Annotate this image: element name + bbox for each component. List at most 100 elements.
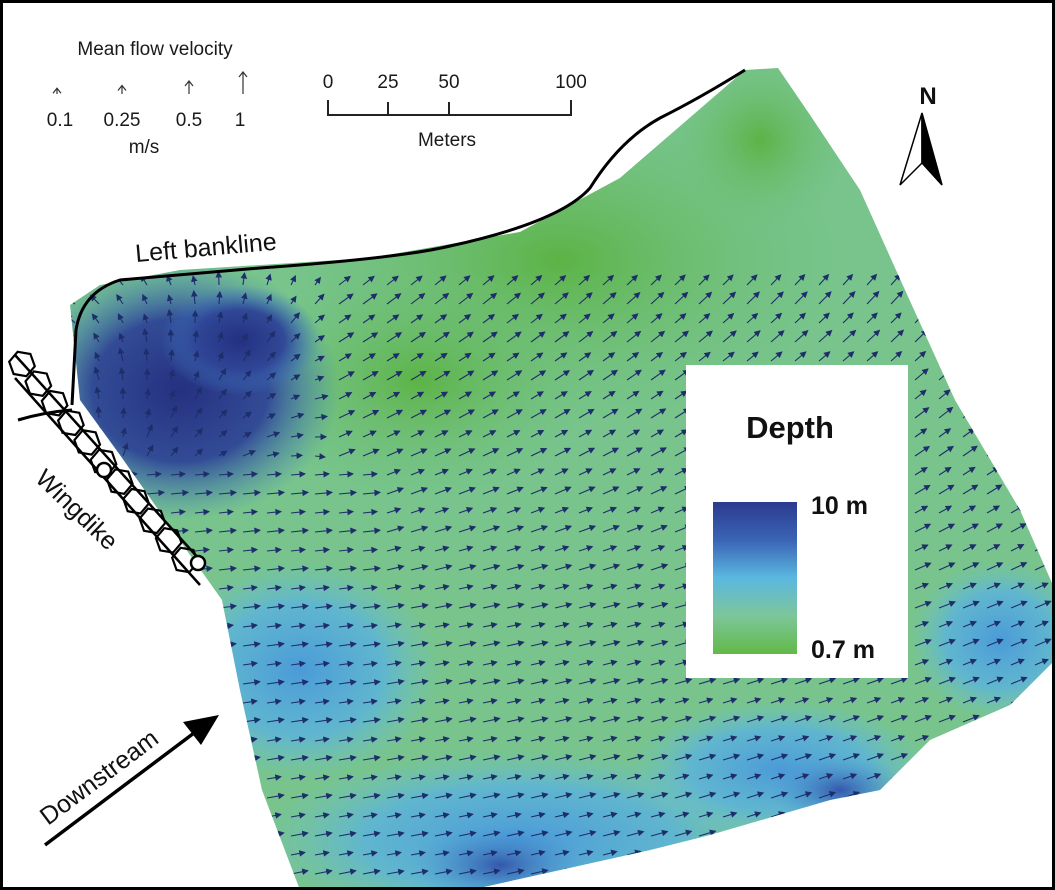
velocity-vector [650, 849, 666, 856]
velocity-vector [962, 290, 976, 305]
velocity-vector [266, 641, 285, 648]
velocity-vector [482, 754, 501, 761]
velocity-vector [770, 291, 784, 305]
velocity-vector [986, 562, 1004, 571]
velocity-vector [482, 792, 501, 799]
velocity-vector [434, 525, 453, 533]
velocity-vector [698, 773, 714, 780]
velocity-vector [266, 372, 277, 381]
velocity-vector [314, 355, 325, 362]
velocity-vector [194, 754, 213, 762]
north-arrow-icon [899, 112, 923, 186]
velocity-vector [168, 348, 175, 362]
velocity-vector [962, 273, 973, 286]
velocity-vector [578, 716, 597, 723]
velocity-vector [458, 563, 477, 571]
velocity-vector [722, 274, 734, 286]
velocity-vector [242, 527, 261, 535]
velocity-vector [650, 524, 668, 533]
velocity-vector [265, 314, 273, 324]
velocity-vector [266, 660, 282, 668]
velocity-vector [266, 622, 282, 630]
velocity-vector [938, 505, 953, 514]
velocity-vector [458, 678, 477, 685]
velocity-vector [986, 389, 999, 400]
velocity-vector [938, 734, 954, 742]
velocity-vector [482, 660, 498, 667]
velocity-vector [914, 505, 929, 514]
velocity-vector [674, 468, 689, 476]
velocity-vector [962, 866, 980, 875]
velocity-vector [914, 696, 930, 704]
velocity-vector [482, 292, 498, 305]
velocity-vector [290, 312, 301, 324]
velocity-vector [938, 866, 956, 875]
velocity-vector [746, 867, 765, 875]
velocity-vector [890, 848, 906, 856]
velocity-vector [362, 641, 381, 648]
velocity-vector [482, 506, 498, 514]
velocity-vector [410, 868, 429, 876]
velocity-vector [746, 753, 765, 761]
velocity-vector [314, 736, 330, 743]
velocity-vector [122, 622, 138, 630]
velocity-vector [1034, 389, 1047, 400]
velocity-vector [242, 679, 261, 686]
velocity-vector [146, 565, 165, 572]
velocity-vector [650, 468, 665, 476]
velocity-vector [194, 584, 210, 592]
velocity-vector [962, 367, 977, 381]
velocity-vector [530, 830, 549, 837]
velocity-vector [240, 272, 248, 286]
velocity-vector [650, 506, 665, 514]
wingdike-stone [122, 487, 151, 515]
velocity-vector [794, 291, 808, 305]
velocity-vector [194, 527, 213, 535]
velocity-vector [482, 563, 501, 571]
velocity-vector [98, 660, 114, 668]
velocity-vector [602, 447, 620, 457]
velocity-vector [602, 849, 618, 857]
velocity-vector [962, 714, 980, 723]
velocity-vector [410, 754, 429, 762]
velocity-vector [458, 774, 474, 781]
velocity-vector [458, 331, 474, 343]
velocity-vector [962, 406, 978, 419]
velocity-vector [938, 312, 950, 324]
velocity-vector [266, 754, 285, 762]
velocity-vector [410, 830, 429, 838]
velocity-vector [746, 735, 762, 742]
velocity-vector [362, 754, 381, 762]
velocity-vector [122, 641, 141, 648]
velocity-vector [554, 292, 569, 305]
velocity-vector [770, 811, 786, 818]
velocity-vector [116, 293, 124, 305]
velocity-vector [722, 697, 738, 704]
velocity-vector [266, 392, 277, 400]
velocity-vector [122, 565, 141, 572]
velocity-vector [410, 293, 426, 305]
velocity-vector [410, 736, 426, 743]
velocity-vector [410, 275, 423, 286]
velocity-vector [95, 405, 102, 419]
north-arrow-label: N [919, 83, 936, 110]
velocity-vector [530, 486, 548, 495]
velocity-vector [602, 369, 619, 381]
velocity-vector [290, 736, 306, 743]
velocity-vector [602, 583, 618, 590]
velocity-vector [362, 830, 381, 838]
velocity-vector [890, 810, 906, 818]
wingdike-stone [138, 507, 167, 535]
velocity-vector [962, 810, 978, 818]
velocity-vector [386, 736, 402, 743]
velocity-vector [674, 313, 687, 324]
velocity-vector [650, 753, 669, 761]
velocity-vector [146, 716, 165, 724]
velocity-vector [554, 370, 571, 381]
velocity-vector [890, 734, 906, 742]
velocity-vector [170, 584, 186, 592]
velocity-vector [98, 641, 117, 648]
velocity-vector [192, 330, 200, 343]
velocity-vector [386, 564, 405, 571]
velocity-vector [794, 753, 813, 761]
